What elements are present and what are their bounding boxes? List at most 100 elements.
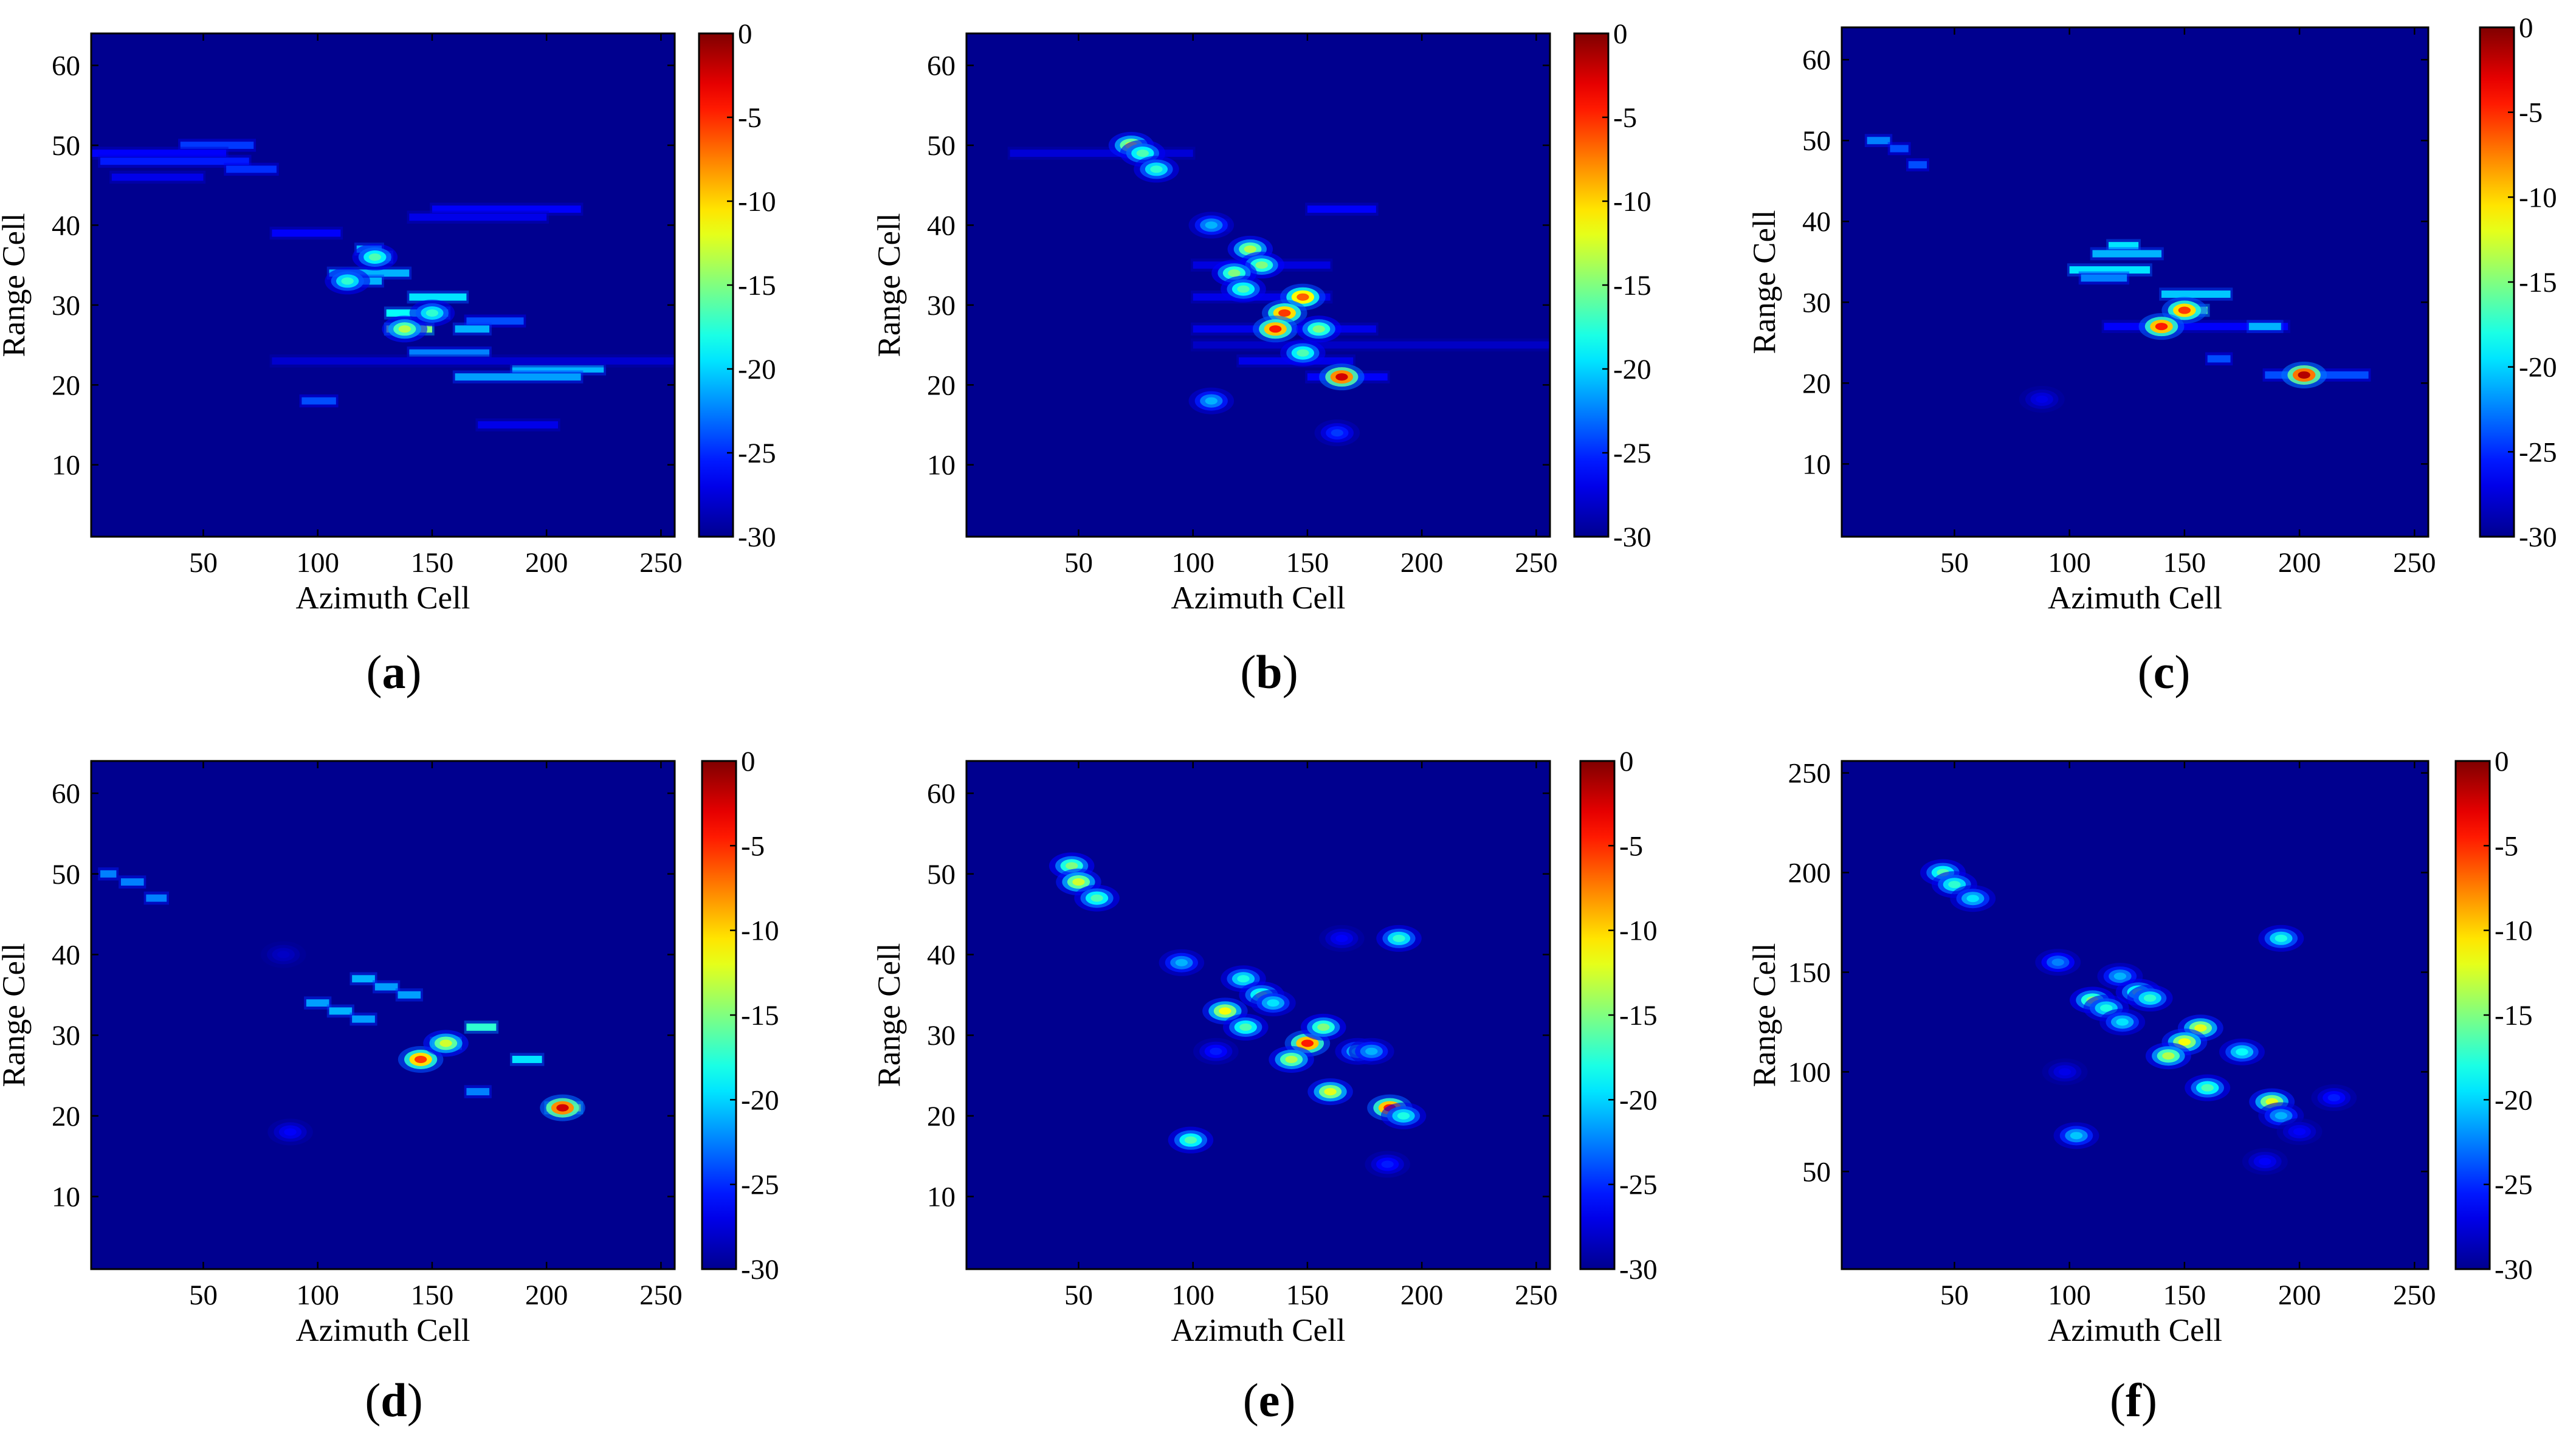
- peak: [1237, 975, 1250, 983]
- y-axis-label: Range Cell: [1747, 210, 1782, 354]
- x-tick-label: 250: [1515, 1279, 1558, 1311]
- colorbar-tick-label: -5: [1613, 102, 1637, 134]
- peak: [1205, 397, 1217, 405]
- streak: [120, 878, 144, 886]
- peak: [1397, 1112, 1410, 1120]
- colorbar-tick-label: -10: [741, 915, 779, 947]
- caption-paren-close: ): [1279, 1374, 1295, 1427]
- y-tick-label: 10: [927, 1182, 956, 1213]
- streak: [2248, 323, 2281, 331]
- peak: [1066, 862, 1078, 870]
- peak: [414, 1055, 427, 1063]
- peak: [277, 951, 290, 959]
- streak: [1193, 293, 1331, 301]
- colorbar-tick-label: -15: [738, 270, 776, 301]
- x-tick-label: 200: [1400, 547, 1444, 579]
- peak: [1297, 293, 1309, 301]
- colorbar-tick-label: -25: [741, 1169, 779, 1201]
- y-tick-label: 50: [927, 130, 956, 162]
- colorbar-tick-label: -30: [2495, 1254, 2533, 1286]
- peak: [1301, 1039, 1314, 1047]
- colorbar-tick-label: -15: [2519, 267, 2557, 298]
- streak: [226, 165, 277, 173]
- peak: [1285, 1055, 1298, 1063]
- peak: [1381, 1160, 1394, 1168]
- y-axis-label: Range Cell: [1747, 943, 1782, 1087]
- streak: [374, 983, 398, 991]
- peak: [1365, 1047, 1378, 1055]
- y-tick-label: 40: [52, 210, 80, 241]
- streak: [466, 1023, 497, 1031]
- x-tick-label: 250: [639, 1279, 683, 1311]
- y-tick-label: 20: [52, 1101, 80, 1132]
- heatmap-marks: [91, 139, 675, 432]
- colorbar-tick-label: -25: [1619, 1169, 1658, 1201]
- colorbar-tick-label: -5: [2519, 97, 2543, 129]
- colorbar-tick-label: -5: [738, 102, 762, 134]
- chart-panel-b: 50 100 150 200 250 10 20 30 40 50 60 Azimuth Cell Ra…: [872, 18, 1651, 698]
- plot-area: [1842, 27, 2428, 537]
- x-tick-label: 150: [1286, 1279, 1329, 1311]
- streak: [100, 870, 117, 878]
- x-axis-label: Azimuth Cell: [295, 1313, 470, 1348]
- colorbar-tick-label: 0: [2495, 746, 2509, 777]
- colorbar-tick-label: -25: [2519, 436, 2557, 468]
- colorbar-tick-label: -30: [2519, 522, 2557, 553]
- caption-letter: f: [2126, 1374, 2142, 1427]
- x-tick-label: 250: [1515, 547, 1558, 579]
- axes-frame: [90, 760, 676, 1270]
- peak: [556, 1104, 569, 1112]
- x-tick-label: 100: [2048, 547, 2091, 579]
- colorbar-tick-label: -15: [741, 1000, 779, 1031]
- peak: [1228, 269, 1241, 277]
- streak: [329, 1007, 353, 1015]
- x-tick-label: 50: [1064, 547, 1093, 579]
- axes-frame: [1841, 760, 2430, 1270]
- peak: [1331, 429, 1344, 437]
- x-tick-label: 200: [1400, 1279, 1444, 1311]
- y-tick-label: 40: [927, 210, 956, 241]
- peak: [1210, 1047, 1222, 1055]
- streak: [466, 317, 524, 325]
- caption-paren-open: (: [2138, 646, 2154, 698]
- peak: [1297, 349, 1309, 357]
- caption-paren-open: (: [367, 646, 382, 698]
- streak: [398, 991, 421, 999]
- streak: [2207, 355, 2231, 363]
- y-tick-label: 20: [1802, 368, 1831, 399]
- y-axis-label: Range Cell: [0, 943, 32, 1087]
- peak: [2259, 1157, 2271, 1165]
- x-tick-label: 100: [2048, 1279, 2091, 1311]
- streak: [478, 421, 558, 429]
- caption-letter: a: [382, 646, 406, 698]
- y-tick-label: 100: [1788, 1056, 1831, 1088]
- caption-paren-close: ): [1283, 646, 1298, 698]
- colorbar-tick-label: -30: [738, 522, 776, 553]
- peak: [439, 1039, 452, 1047]
- peak: [341, 277, 354, 285]
- peak: [2162, 1052, 2175, 1060]
- colorbar-tick-label: -15: [1619, 1000, 1658, 1031]
- streak: [2161, 290, 2231, 298]
- peak: [1948, 881, 1961, 889]
- streak: [2081, 274, 2127, 282]
- x-tick-label: 200: [525, 547, 568, 579]
- y-tick-label: 50: [927, 859, 956, 890]
- streak: [100, 157, 249, 165]
- y-tick-label: 10: [1802, 449, 1831, 480]
- colorbar-tick-label: -25: [738, 438, 776, 469]
- x-tick-label: 100: [1171, 1279, 1214, 1311]
- x-tick-label: 50: [189, 1279, 218, 1311]
- y-axis-label: Range Cell: [872, 943, 907, 1087]
- streak: [180, 142, 254, 149]
- x-tick-label: 50: [189, 547, 218, 579]
- peak: [1312, 325, 1325, 333]
- peak: [2113, 973, 2127, 980]
- streak: [146, 894, 167, 902]
- peak: [1317, 1023, 1330, 1031]
- colorbar-tick-label: -30: [1619, 1254, 1658, 1286]
- chart-panel-d: 50 100 150 200 250 10 20 30 40 50 60 Azimuth Cell Ra…: [0, 746, 779, 1427]
- peak: [2058, 1068, 2071, 1076]
- peak: [2070, 1132, 2083, 1140]
